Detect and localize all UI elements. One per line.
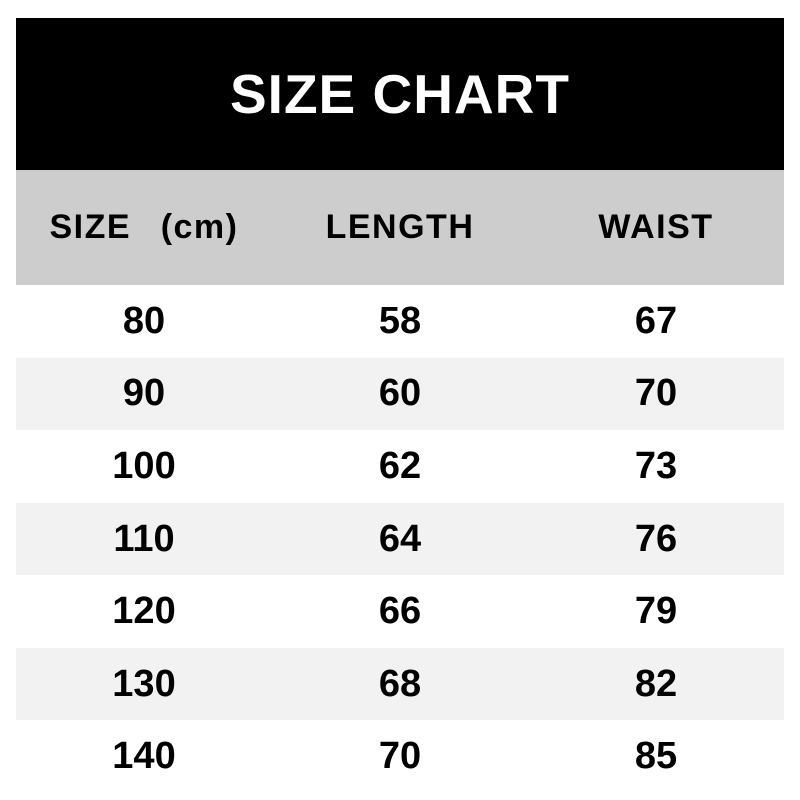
cell-waist: 79	[634, 590, 678, 633]
cell-waist: 67	[634, 299, 678, 342]
table-row: 120 66 79	[16, 575, 784, 648]
page-title: SIZE CHART	[230, 63, 570, 125]
cell-size: 110	[113, 517, 175, 560]
column-header-length: LENGTH	[325, 208, 475, 246]
table-row: 140 70 85	[16, 720, 784, 794]
cell-size: 140	[112, 735, 176, 778]
cell-length: 64	[378, 517, 422, 560]
cell-waist: 70	[634, 372, 678, 415]
table-row: 100 62 73	[16, 430, 784, 503]
cell-length: 58	[378, 299, 422, 342]
table-row: 130 68 82	[16, 647, 784, 721]
cell-waist: 73	[634, 444, 678, 487]
cell-length: 62	[378, 444, 422, 487]
table-body: 80 58 67 90 60 70 100 62 73 110 64 76 12…	[16, 285, 784, 794]
cell-length: 66	[378, 590, 422, 633]
column-header-size: SIZE (cm)	[49, 208, 239, 246]
cell-length: 70	[378, 735, 422, 778]
cell-length: 68	[378, 662, 422, 705]
title-band: SIZE CHART	[16, 18, 784, 170]
table-row: 90 60 70	[16, 357, 784, 431]
cell-waist: 85	[634, 735, 678, 778]
cell-size: 130	[112, 662, 176, 705]
cell-size: 80	[122, 299, 166, 342]
table-row: 80 58 67	[16, 285, 784, 358]
cell-size: 90	[122, 372, 166, 415]
cell-waist: 76	[634, 517, 678, 560]
table-row: 110 64 76	[16, 502, 784, 576]
column-header-waist: WAIST	[598, 208, 714, 246]
cell-size: 100	[112, 444, 176, 487]
table-header-row: SIZE (cm) LENGTH WAIST	[16, 170, 784, 285]
cell-size: 120	[112, 590, 176, 633]
cell-waist: 82	[634, 662, 678, 705]
cell-length: 60	[378, 372, 422, 415]
